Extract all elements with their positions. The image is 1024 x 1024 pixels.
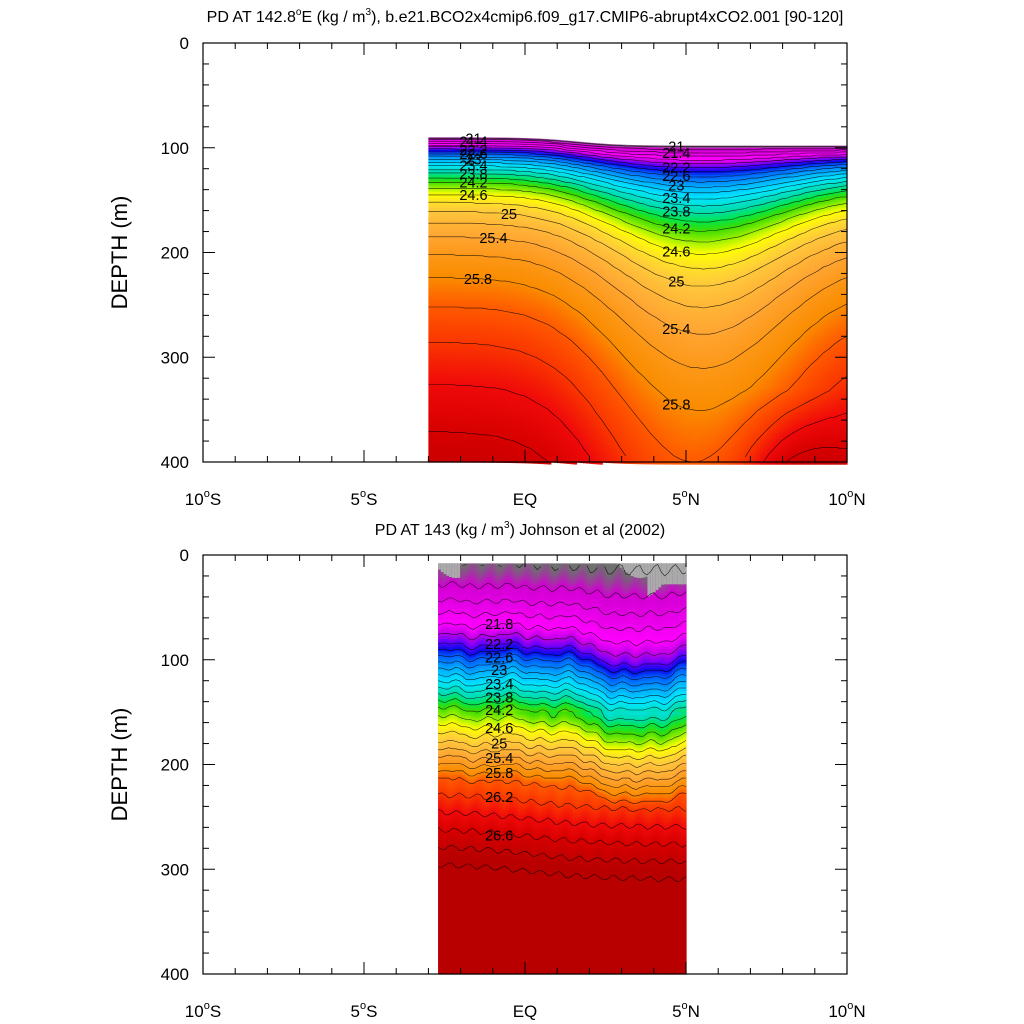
contour-label: 25 (668, 275, 684, 291)
contour-label: 26.6 (485, 829, 513, 845)
y-tick-label: 400 (161, 453, 189, 472)
obs-panel: 21.822.222.62323.423.824.224.62525.425.8… (107, 520, 866, 1021)
contour-label: 25.8 (485, 766, 513, 782)
density-field (438, 563, 687, 974)
contour-label: 25.4 (479, 231, 507, 247)
x-tick-label: 10oN (828, 1000, 865, 1021)
x-tick-label: 5oS (351, 1000, 378, 1021)
x-tick-label: EQ (513, 490, 538, 509)
x-tick-label: 10oS (185, 1000, 221, 1021)
x-tick-label: 5oN (672, 488, 700, 509)
x-tick-label: 5oS (351, 488, 378, 509)
x-tick-label: 10oN (828, 488, 865, 509)
y-tick-label: 400 (161, 965, 189, 984)
contour-label: 25 (491, 737, 507, 753)
contour-label: 24.6 (459, 188, 487, 204)
y-tick-label: 0 (180, 546, 189, 565)
contour-label: 25.4 (662, 322, 690, 338)
contour-label: 21.8 (485, 617, 513, 633)
x-tick-label: EQ (513, 1002, 538, 1021)
y-tick-label: 300 (161, 860, 189, 879)
contour-label: 25.8 (464, 272, 492, 288)
y-tick-label: 100 (161, 651, 189, 670)
contour-label: 25 (501, 207, 517, 223)
y-axis-label: DEPTH (m) (107, 708, 132, 822)
y-tick-label: 0 (180, 34, 189, 53)
y-axis-label: DEPTH (m) (107, 196, 132, 310)
contour-label: 24.6 (485, 721, 513, 737)
y-tick-label: 200 (161, 244, 189, 263)
chart-title: PD AT 142.8oE (kg / m3), b.e21.BCO2x4cmi… (207, 7, 844, 26)
model-panel: 212121.421.422.222.222.622.6232323.423.4… (107, 7, 866, 509)
contour-label: 26.2 (485, 790, 513, 806)
chart-title: PD AT 143 (kg / m3) Johnson et al (2002) (375, 520, 665, 539)
contour-label: 24.2 (662, 221, 690, 237)
y-tick-label: 200 (161, 756, 189, 775)
contour-label: 21.4 (662, 146, 690, 162)
x-tick-label: 5oN (672, 1000, 700, 1021)
contour-label: 23.8 (662, 205, 690, 221)
contour-label: 24.2 (485, 703, 513, 719)
density-field (428, 137, 847, 464)
contour-label: 25.4 (485, 751, 513, 767)
contour-label: 24.6 (662, 244, 690, 260)
y-tick-label: 100 (161, 139, 189, 158)
contour-label: 25.8 (662, 397, 690, 413)
y-tick-label: 300 (161, 348, 189, 367)
x-tick-label: 10oS (185, 488, 221, 509)
